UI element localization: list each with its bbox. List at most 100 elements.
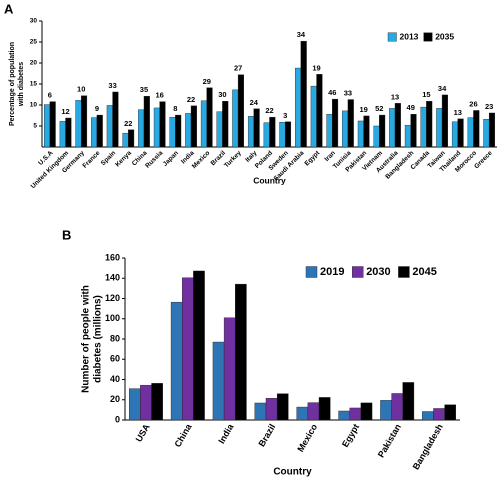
bar (326, 114, 333, 148)
bar (295, 67, 302, 148)
legend-swatch (423, 32, 433, 42)
bar (276, 393, 289, 421)
bar (193, 270, 205, 421)
bar (59, 121, 66, 148)
bar (200, 100, 207, 148)
bar (284, 121, 292, 148)
panel-label: B (62, 227, 71, 242)
y-tick-label: 15 (30, 81, 38, 88)
x-axis-label: Country (253, 175, 286, 185)
annotation: 49 (407, 103, 415, 112)
x-tick-label: Turkey (223, 149, 243, 169)
bar (206, 87, 213, 148)
x-tick-label: Bangladesh (411, 422, 445, 471)
annotation: 52 (375, 104, 383, 113)
legend-label: 2035 (435, 31, 454, 41)
y-tick-label: 20 (30, 60, 38, 67)
x-tick-label: China (172, 421, 194, 449)
annotation: 15 (422, 90, 430, 99)
y-tick-label: 0 (115, 414, 120, 424)
bar (483, 119, 490, 148)
legend-label: 2030 (366, 266, 390, 278)
bar (216, 111, 223, 148)
bar (410, 114, 417, 148)
bar (190, 105, 197, 148)
bar (247, 116, 255, 148)
bar (182, 277, 194, 421)
legend-swatch (305, 266, 318, 278)
bar (441, 94, 448, 148)
y-tick-label: 60 (110, 354, 120, 364)
x-tick-label: Egypt (303, 149, 321, 167)
bar (310, 85, 317, 148)
bar (422, 411, 434, 421)
bar (379, 114, 386, 148)
bar (237, 74, 244, 148)
annotation: 33 (108, 81, 116, 90)
y-tick-label: 160 (105, 252, 120, 262)
bar (169, 116, 176, 148)
annotation: 23 (485, 102, 493, 111)
bar (433, 408, 445, 421)
bar (363, 115, 370, 148)
y-tick-label: 120 (105, 293, 120, 303)
bar (128, 129, 135, 148)
annotation: 6 (48, 91, 52, 100)
bar (307, 402, 320, 421)
bar (332, 98, 339, 148)
x-tick-label: Egypt (340, 422, 361, 449)
bar (265, 398, 278, 421)
bar (140, 384, 152, 421)
bar (235, 283, 247, 421)
x-tick-label: Pakistan (376, 422, 403, 459)
x-tick-label: Japan (162, 150, 180, 168)
bar (170, 301, 183, 421)
legend-label: 2045 (412, 266, 436, 278)
bar (153, 107, 160, 148)
bar (75, 100, 82, 148)
bar (436, 108, 443, 148)
bar (338, 410, 350, 421)
bar (380, 400, 392, 421)
x-tick-label: Kenya (114, 149, 133, 168)
bar (254, 402, 267, 421)
annotation: 34 (297, 30, 306, 39)
annotation: 19 (359, 105, 367, 114)
y-tick-label: 80 (110, 333, 120, 343)
y-axis-label: Number of people with (81, 285, 92, 393)
annotation: 13 (454, 108, 462, 117)
annotation: 35 (140, 85, 148, 94)
bar (269, 116, 276, 148)
legend-label: 2013 (400, 31, 419, 41)
bar (106, 105, 113, 148)
bar (159, 101, 166, 148)
x-tick-label: France (82, 149, 102, 169)
bar (488, 112, 496, 148)
x-tick-label: Russia (144, 149, 164, 169)
legend-label: 2019 (320, 266, 344, 278)
annotation: 29 (203, 77, 211, 86)
bar (128, 388, 141, 421)
annotation: 33 (344, 89, 352, 98)
x-tick-label: Greece (473, 149, 494, 170)
bar (143, 95, 150, 148)
bar (300, 40, 307, 148)
bar (444, 404, 457, 421)
bar (263, 122, 270, 148)
y-axis-label: Percentage of population (9, 42, 16, 126)
y-tick-label: 25 (30, 39, 38, 46)
annotation: 13 (391, 92, 399, 101)
bar (347, 99, 354, 148)
y-tick-label: 40 (110, 374, 120, 384)
bar (151, 383, 163, 421)
bar (318, 397, 331, 421)
bar (457, 118, 464, 148)
x-tick-label: Mexico (191, 150, 212, 171)
bar (467, 117, 474, 148)
bar (185, 113, 192, 148)
x-tick-label: Brazil (256, 422, 277, 448)
x-tick-label: USA (134, 422, 152, 444)
x-axis-label: Country (273, 467, 312, 478)
bar (223, 317, 236, 421)
